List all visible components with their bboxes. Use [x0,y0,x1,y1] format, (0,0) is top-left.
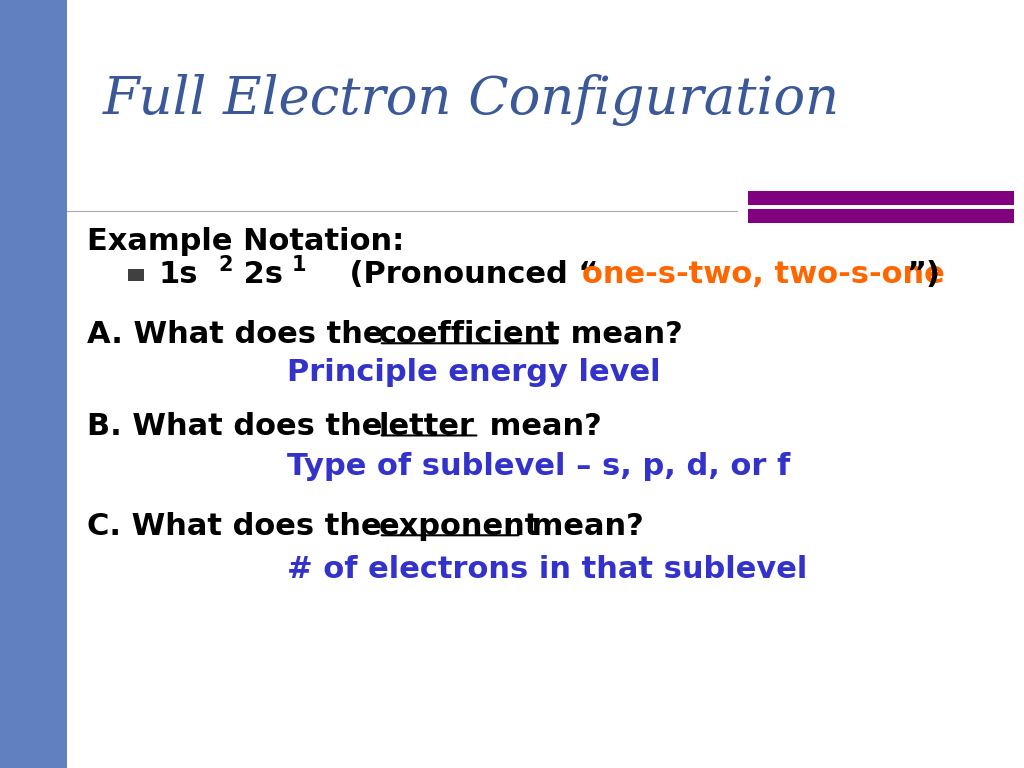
Text: mean?: mean? [560,319,683,349]
Text: # of electrons in that sublevel: # of electrons in that sublevel [287,555,807,584]
Text: 1: 1 [292,255,306,275]
Bar [128,269,144,281]
Text: coefficient: coefficient [379,319,561,349]
Text: letter: letter [379,412,475,441]
Bar [748,191,1014,205]
Text: (Pronounced “: (Pronounced “ [307,260,599,290]
Text: one-s-two, two-s-one: one-s-two, two-s-one [582,260,944,290]
Text: 2s: 2s [233,260,284,290]
Text: mean?: mean? [521,511,644,541]
Text: Principle energy level: Principle energy level [287,358,660,387]
Text: Type of sublevel – s, p, d, or f: Type of sublevel – s, p, d, or f [287,452,790,481]
Text: C. What does the: C. What does the [87,511,392,541]
Text: 1s: 1s [159,260,199,290]
Text: 2: 2 [218,255,232,275]
Bar [748,209,1014,223]
Text: A. What does the: A. What does the [87,319,394,349]
Bar [0,0,67,768]
Text: B. What does the: B. What does the [87,412,393,441]
Text: exponent: exponent [379,511,541,541]
Text: mean?: mean? [479,412,602,441]
Text: Full Electron Configuration: Full Electron Configuration [102,74,840,126]
Text: Example Notation:: Example Notation: [87,227,404,257]
Text: ”): ”) [906,260,940,290]
